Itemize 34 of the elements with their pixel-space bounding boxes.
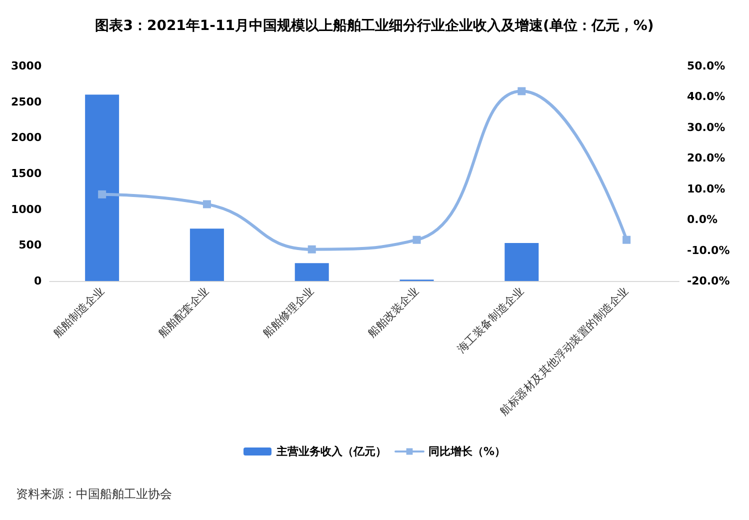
y2-tick-label: -10.0%	[687, 244, 730, 257]
point	[202, 200, 211, 208]
bar	[294, 263, 329, 281]
point	[412, 236, 421, 244]
legend-label: 主营业务收入（亿元）	[275, 445, 386, 458]
bar	[85, 94, 120, 281]
point	[98, 190, 106, 198]
x-tick-label: 船舶改装企业	[365, 284, 422, 340]
legend-label: 同比增长（%）	[428, 445, 506, 458]
y-tick-label: 3000	[10, 60, 42, 72]
point	[622, 236, 631, 244]
x-tick-label: 船舶修理企业	[260, 284, 316, 340]
point	[308, 245, 316, 254]
y-tick-label: 2500	[10, 95, 42, 108]
x-tick-label: 船舶配套企业	[156, 284, 212, 340]
text: 资料来源：中国船舶工业协会	[16, 487, 172, 501]
y2-tick-label: 30.0%	[687, 120, 726, 134]
y2-tick-label: 10.0%	[687, 182, 726, 196]
y2-tick-label: 20.0%	[687, 152, 726, 165]
y2-tick-label: 50.0%	[687, 60, 726, 72]
point	[518, 87, 526, 96]
x-tick-label: 船舶制造企业	[50, 284, 107, 340]
y-tick-label: 2000	[10, 131, 42, 144]
y2-tick-label: 40.0%	[687, 90, 726, 104]
y-tick-label: 0	[34, 274, 42, 288]
chart-title: 图表3：2021年1-11月中国规模以上船舶工业细分行业企业收入及增速(单位：亿元，%)	[95, 18, 654, 34]
bar	[190, 228, 224, 281]
bar	[504, 243, 539, 281]
y-tick-label: 1000	[10, 202, 42, 216]
x-tick-label: 海工装备制造企业	[454, 284, 526, 356]
y2-tick-label: 0.0%	[687, 213, 718, 226]
y-tick-label: 1500	[10, 167, 42, 180]
y2-tick-label: -20.0%	[687, 274, 730, 288]
y-tick-label: 500	[18, 238, 42, 252]
